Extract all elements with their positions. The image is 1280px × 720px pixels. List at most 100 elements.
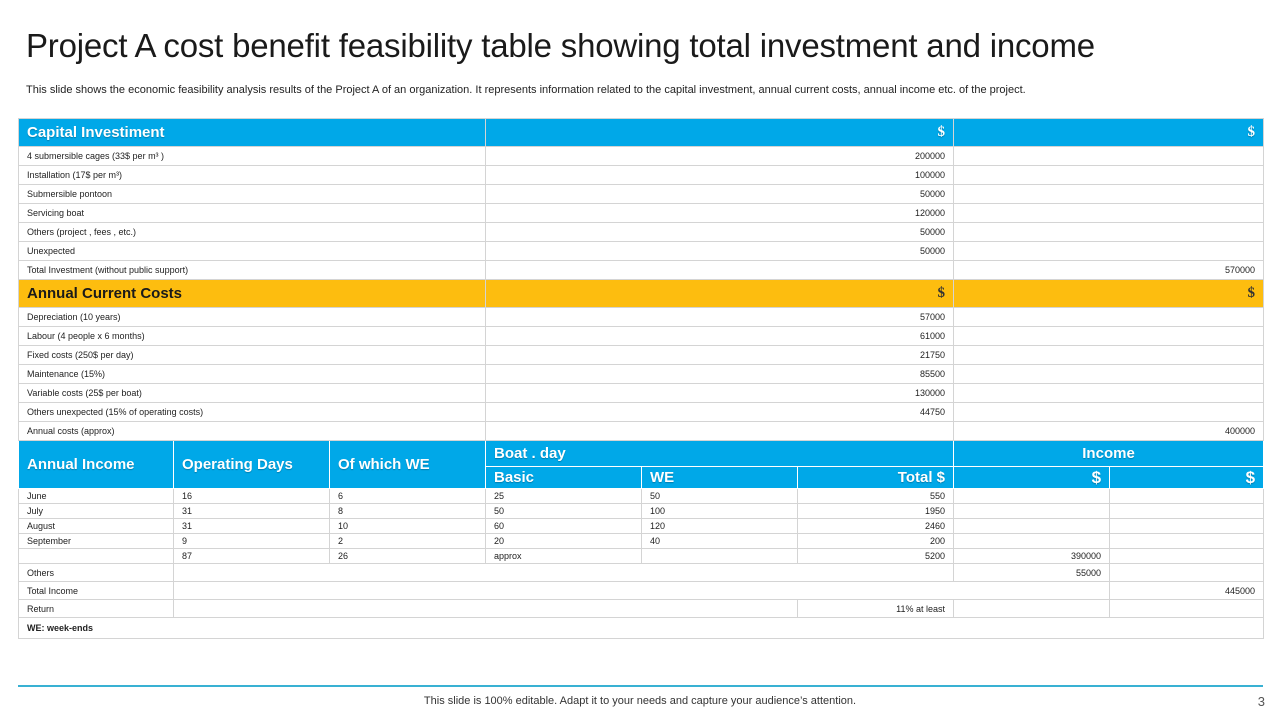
- summary-basic: approx: [485, 548, 642, 564]
- others-label: Others: [18, 563, 174, 582]
- costs-row-label: Variable costs (25$ per boat): [18, 383, 486, 403]
- costs-row-value: 21750: [484, 345, 955, 365]
- income-month-row: June 16 6 25 50 550: [18, 488, 1265, 504]
- capital-row-value: 50000: [484, 222, 955, 242]
- boat-we: 120: [641, 518, 798, 534]
- summary-days: 87: [173, 548, 330, 564]
- capital-row-value: 120000: [484, 203, 955, 223]
- costs-row: Maintenance (15%) 85500: [18, 364, 1265, 384]
- costs-total-value: 400000: [953, 421, 1265, 441]
- capital-row-value: 50000: [484, 241, 955, 261]
- capital-row-label: Servicing boat: [18, 203, 486, 223]
- costs-row-value: 61000: [484, 326, 955, 346]
- summary-total: 5200: [796, 548, 955, 564]
- costs-currency-1: $: [484, 279, 955, 308]
- income-dollar-1: $: [953, 466, 1111, 489]
- capital-row: Installation (17$ per m³) 100000: [18, 165, 1265, 185]
- costs-row-label: Labour (4 people x 6 months): [18, 326, 486, 346]
- income-dollar-2: $: [1109, 466, 1265, 489]
- boat-basic: 20: [485, 533, 642, 549]
- boat-total: 550: [796, 488, 955, 504]
- slide-subtitle: This slide shows the economic feasibilit…: [26, 84, 1026, 96]
- capital-row: Submersible pontoon 50000: [18, 184, 1265, 204]
- return-value: 11% at least: [796, 599, 955, 618]
- page-number: 3: [1257, 694, 1265, 709]
- costs-row-label: Others unexpected (15% of operating cost…: [18, 402, 486, 422]
- boat-day-header: Boat . day: [484, 440, 955, 467]
- costs-row-value: 44750: [484, 402, 955, 422]
- total-income-value: 445000: [1109, 581, 1265, 600]
- capital-total-row: Total Investment (without public support…: [18, 260, 1265, 280]
- boat-basic: 50: [485, 503, 642, 519]
- capital-row-label: 4 submersible cages (33$ per m³ ): [18, 146, 486, 166]
- income-summary-row: 87 26 approx 5200 390000: [18, 548, 1265, 564]
- operating-days: 16: [173, 488, 330, 504]
- basic-header: Basic: [485, 466, 642, 489]
- income-col-header: Income: [953, 440, 1265, 467]
- costs-currency-2: $: [953, 279, 1265, 308]
- capital-header-row: Capital Investiment $ $: [18, 118, 1265, 147]
- of-which-we-header: Of which WE: [329, 440, 486, 489]
- capital-total-value: 570000: [953, 260, 1265, 280]
- capital-row: Unexpected 50000: [18, 241, 1265, 261]
- capital-row-label: Others (project , fees , etc.): [18, 222, 486, 242]
- costs-row-value: 57000: [484, 307, 955, 327]
- costs-row-value: 130000: [484, 383, 955, 403]
- boat-basic: 60: [485, 518, 642, 534]
- total-income-row: Total Income 445000: [18, 581, 1265, 600]
- income-header: Annual Income: [18, 440, 174, 489]
- month-label: June: [18, 488, 174, 504]
- capital-row-label: Submersible pontoon: [18, 184, 486, 204]
- total-income-label: Total Income: [18, 581, 174, 600]
- summary-we: 26: [329, 548, 486, 564]
- boat-we: 40: [641, 533, 798, 549]
- income-month-row: July 31 8 50 100 1950: [18, 503, 1265, 519]
- income-month-row: August 31 10 60 120 2460: [18, 518, 1265, 534]
- capital-currency-2: $: [953, 118, 1265, 147]
- month-label: July: [18, 503, 174, 519]
- income-header-row: Annual Income Operating Days Of which WE…: [18, 440, 1265, 489]
- of-which-we: 10: [329, 518, 486, 534]
- boat-total: 2460: [796, 518, 955, 534]
- costs-header-row: Annual Current Costs $ $: [18, 279, 1265, 308]
- others-value: 55000: [953, 563, 1111, 582]
- capital-row-value: 200000: [484, 146, 955, 166]
- feasibility-table: Capital Investiment $ $ 4 submersible ca…: [17, 118, 1265, 639]
- capital-header: Capital Investiment: [18, 118, 486, 147]
- total-dollar-header: Total $: [796, 466, 955, 489]
- capital-row: Others (project , fees , etc.) 50000: [18, 222, 1265, 242]
- income-subheader-row: Basic WE Total $ $ $: [19, 466, 1265, 489]
- capital-row-label: Installation (17$ per m³): [18, 165, 486, 185]
- costs-header: Annual Current Costs: [18, 279, 486, 308]
- others-row: Others 55000: [18, 563, 1265, 582]
- operating-days: 31: [173, 503, 330, 519]
- note-row: WE: week-ends: [17, 617, 1265, 639]
- costs-total-label: Annual costs (approx): [18, 421, 486, 441]
- capital-row-value: 50000: [484, 184, 955, 204]
- boat-we: 50: [641, 488, 798, 504]
- of-which-we: 2: [329, 533, 486, 549]
- of-which-we: 6: [329, 488, 486, 504]
- operating-days: 9: [173, 533, 330, 549]
- costs-row: Depreciation (10 years) 57000: [18, 307, 1265, 327]
- capital-currency-1: $: [484, 118, 955, 147]
- capital-total-label: Total Investment (without public support…: [18, 260, 486, 280]
- costs-row-label: Depreciation (10 years): [18, 307, 486, 327]
- costs-row-label: Fixed costs (250$ per day): [18, 345, 486, 365]
- we-header: WE: [641, 466, 798, 489]
- footer-note: This slide is 100% editable. Adapt it to…: [423, 695, 857, 707]
- summary-income: 390000: [953, 548, 1111, 564]
- return-label: Return: [18, 599, 174, 618]
- operating-days: 31: [173, 518, 330, 534]
- income-month-row: September 9 2 20 40 200: [18, 533, 1265, 549]
- month-label: August: [18, 518, 174, 534]
- costs-row: Labour (4 people x 6 months) 61000: [18, 326, 1265, 346]
- boat-total: 200: [796, 533, 955, 549]
- boat-total: 1950: [796, 503, 955, 519]
- table-bottom-rule: [18, 685, 1263, 687]
- costs-row: Others unexpected (15% of operating cost…: [18, 402, 1265, 422]
- capital-row-label: Unexpected: [18, 241, 486, 261]
- boat-basic: 25: [485, 488, 642, 504]
- costs-total-row: Annual costs (approx) 400000: [18, 421, 1265, 441]
- costs-row-label: Maintenance (15%): [18, 364, 486, 384]
